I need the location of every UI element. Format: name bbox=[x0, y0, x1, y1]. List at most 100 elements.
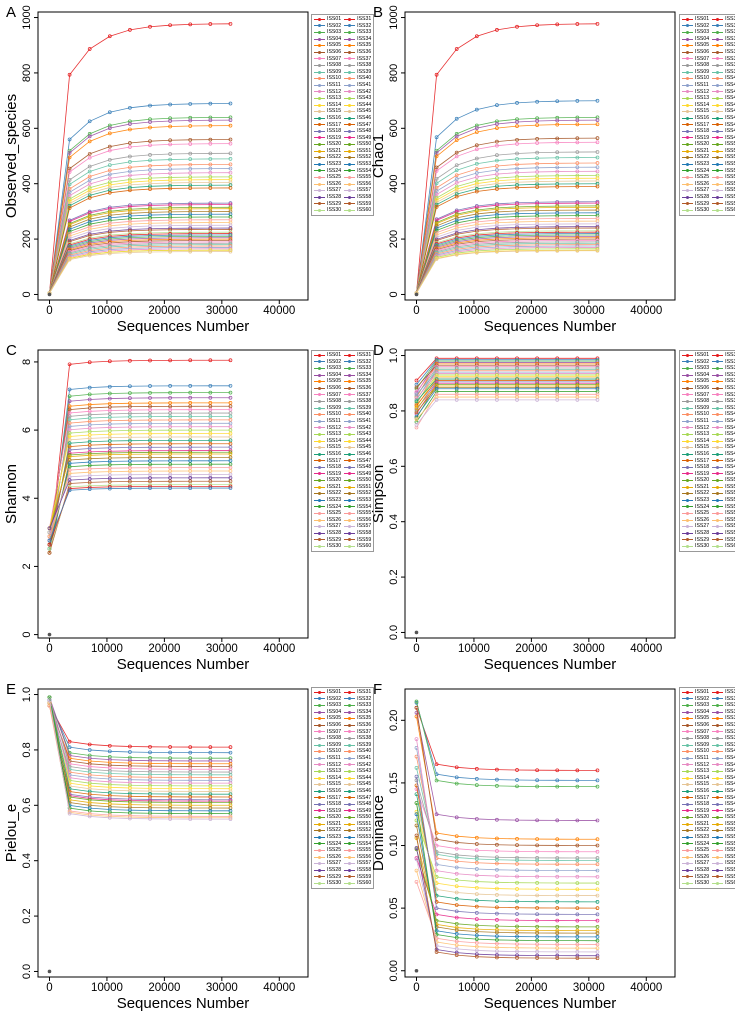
data-point bbox=[535, 856, 539, 860]
series-line bbox=[416, 186, 598, 294]
data-point bbox=[575, 893, 580, 898]
data-point bbox=[575, 169, 580, 174]
data-point bbox=[188, 22, 193, 27]
legend-item: ISS04 bbox=[682, 36, 709, 43]
data-point bbox=[414, 766, 419, 770]
legend-swatch bbox=[344, 717, 356, 721]
series-line bbox=[49, 702, 231, 801]
data-point bbox=[87, 814, 92, 819]
series-line bbox=[49, 187, 231, 294]
data-point bbox=[595, 122, 600, 127]
data-point bbox=[414, 385, 419, 390]
legend-swatch bbox=[682, 690, 693, 694]
data-point bbox=[575, 931, 580, 935]
data-point bbox=[188, 445, 193, 450]
data-point bbox=[67, 441, 72, 446]
legend-swatch bbox=[682, 110, 693, 114]
data-point bbox=[515, 949, 519, 954]
legend-swatch bbox=[314, 149, 325, 153]
legend-swatch bbox=[314, 829, 325, 833]
legend-item: ISS51 bbox=[344, 821, 371, 828]
legend-item: ISS45 bbox=[712, 108, 735, 115]
legend-item: ISS19 bbox=[682, 808, 709, 815]
legend-item: ISS55 bbox=[344, 847, 371, 854]
legend-label: ISS39 bbox=[725, 68, 735, 75]
data-point bbox=[67, 474, 72, 479]
legend-swatch bbox=[712, 129, 724, 133]
legend-label: ISS43 bbox=[725, 431, 735, 438]
data-point bbox=[454, 187, 459, 191]
legend-label: ISS50 bbox=[725, 814, 735, 821]
legend-label: ISS57 bbox=[357, 523, 372, 530]
legend-item: ISS17 bbox=[314, 795, 341, 802]
legend-item: ISS18 bbox=[682, 464, 709, 471]
data-point bbox=[474, 857, 479, 861]
legend-item: ISS08 bbox=[314, 398, 341, 405]
data-point bbox=[495, 918, 499, 922]
legend-item: ISS31 bbox=[344, 352, 371, 359]
data-point bbox=[107, 172, 112, 177]
legend-label: ISS11 bbox=[695, 754, 709, 761]
data-point bbox=[107, 469, 112, 474]
data-point bbox=[474, 885, 479, 890]
data-point bbox=[555, 136, 560, 141]
data-point bbox=[188, 475, 193, 480]
legend-swatch bbox=[712, 353, 724, 357]
legend-item: ISS17 bbox=[314, 122, 341, 129]
data-point bbox=[474, 879, 479, 884]
legend-label: ISS02 bbox=[327, 22, 342, 29]
data-point bbox=[208, 166, 213, 171]
legend-label: ISS06 bbox=[327, 384, 342, 391]
data-point bbox=[168, 167, 172, 172]
data-point bbox=[87, 193, 92, 198]
legend-swatch bbox=[314, 783, 325, 787]
legend-item: ISS02 bbox=[314, 359, 341, 366]
legend-label: ISS15 bbox=[327, 444, 342, 451]
data-point bbox=[555, 953, 560, 958]
legend-item: ISS42 bbox=[344, 425, 371, 432]
data-point bbox=[555, 22, 560, 27]
legend-label: ISS36 bbox=[725, 48, 735, 55]
data-point bbox=[148, 396, 152, 400]
x-tick-label: 0 bbox=[413, 643, 419, 655]
legend-swatch bbox=[682, 123, 693, 127]
data-point bbox=[595, 140, 600, 145]
legend-swatch bbox=[314, 531, 325, 535]
legend-label: ISS40 bbox=[725, 411, 735, 418]
data-point bbox=[87, 188, 92, 193]
legend-item: ISS14 bbox=[682, 438, 709, 445]
legend-label: ISS05 bbox=[695, 42, 710, 49]
data-point bbox=[107, 210, 112, 215]
legend-label: ISS60 bbox=[725, 543, 735, 550]
legend-item: ISS21 bbox=[314, 821, 341, 828]
data-point bbox=[67, 222, 72, 227]
series-line bbox=[416, 227, 598, 294]
legend-label: ISS16 bbox=[695, 787, 710, 794]
data-point bbox=[168, 428, 172, 433]
data-point bbox=[87, 360, 92, 365]
data-point bbox=[87, 233, 92, 238]
data-point bbox=[228, 404, 233, 409]
legend-swatch bbox=[314, 717, 325, 721]
legend-item: ISS53 bbox=[712, 497, 735, 504]
legend-label: ISS15 bbox=[695, 781, 710, 788]
data-point bbox=[535, 768, 539, 773]
legend-label: ISS03 bbox=[327, 702, 342, 709]
data-point bbox=[67, 461, 72, 466]
legend-swatch bbox=[712, 366, 724, 370]
x-tick-label: 30000 bbox=[206, 305, 238, 317]
legend-item: ISS40 bbox=[344, 75, 371, 82]
legend-label: ISS55 bbox=[357, 847, 372, 854]
data-point bbox=[454, 209, 459, 214]
legend-item: ISS22 bbox=[682, 154, 709, 161]
legend-item: ISS56 bbox=[344, 517, 371, 524]
series-line bbox=[49, 208, 231, 294]
legend-item: ISS17 bbox=[682, 458, 709, 465]
data-point bbox=[228, 170, 233, 175]
legend-item: ISS29 bbox=[682, 537, 709, 544]
series-line bbox=[49, 152, 231, 294]
origin-point bbox=[47, 632, 52, 637]
data-point bbox=[188, 157, 193, 162]
data-point bbox=[555, 165, 560, 170]
data-point bbox=[107, 157, 112, 162]
